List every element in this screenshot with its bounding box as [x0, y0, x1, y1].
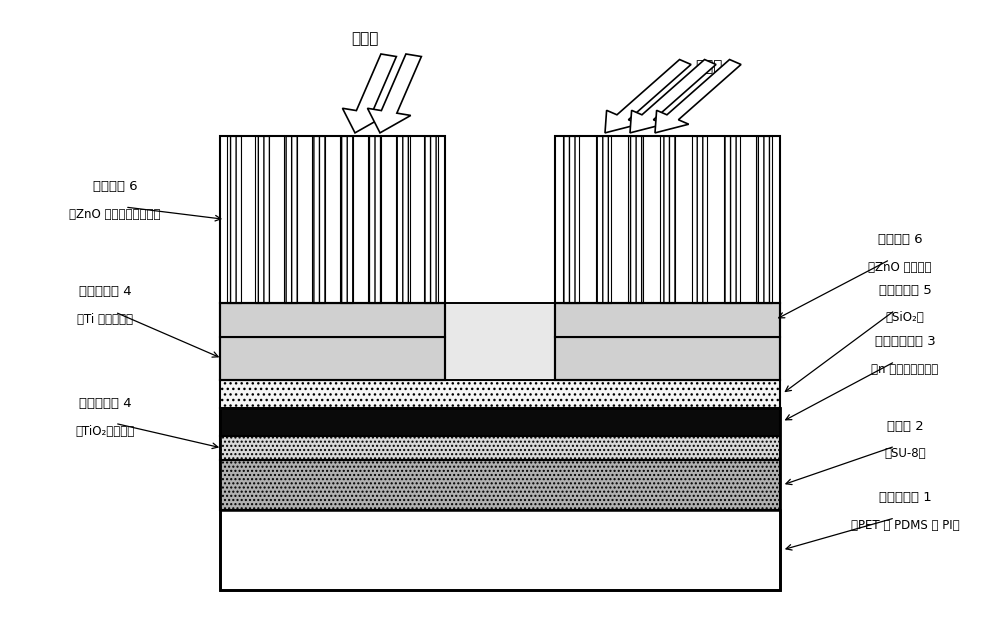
- Text: （Ti 金属电极）: （Ti 金属电极）: [77, 313, 133, 326]
- Bar: [340, 136, 353, 303]
- Bar: [220, 408, 780, 436]
- Bar: [596, 136, 611, 303]
- Bar: [220, 380, 780, 408]
- Polygon shape: [342, 54, 396, 133]
- Text: （SU-8）: （SU-8）: [884, 447, 926, 460]
- Bar: [555, 337, 780, 380]
- Bar: [396, 136, 410, 303]
- Text: 光减反层 6: 光减反层 6: [93, 180, 137, 193]
- Bar: [312, 136, 325, 303]
- Text: （PET 或 PDMS 或 PI）: （PET 或 PDMS 或 PI）: [851, 519, 959, 532]
- Bar: [220, 136, 445, 303]
- Bar: [220, 303, 445, 380]
- Bar: [220, 408, 780, 590]
- Bar: [445, 303, 555, 380]
- Bar: [368, 136, 381, 303]
- Bar: [227, 136, 241, 303]
- Text: 钝化保护层 5: 钝化保护层 5: [879, 284, 931, 297]
- Bar: [424, 136, 438, 303]
- Bar: [284, 136, 297, 303]
- Bar: [445, 337, 555, 380]
- Text: （TiO₂插入层）: （TiO₂插入层）: [75, 425, 135, 438]
- Bar: [756, 136, 772, 303]
- Text: 硅薄膜活性层 3: 硅薄膜活性层 3: [875, 335, 935, 348]
- Text: （n 型单晶薄膜硅）: （n 型单晶薄膜硅）: [871, 363, 939, 376]
- Text: 入射光: 入射光: [351, 32, 379, 46]
- Text: 欧姆接触层 4: 欧姆接触层 4: [79, 286, 131, 298]
- Text: （ZnO 纳米圆柱线阵列）: （ZnO 纳米圆柱线阵列）: [69, 208, 161, 221]
- Text: （SiO₂）: （SiO₂）: [886, 311, 924, 324]
- Bar: [220, 460, 780, 510]
- Polygon shape: [605, 59, 691, 133]
- Bar: [555, 303, 780, 337]
- Bar: [555, 303, 780, 380]
- Bar: [724, 136, 740, 303]
- Text: 柔性衬底层 1: 柔性衬底层 1: [879, 491, 931, 504]
- Bar: [220, 303, 445, 337]
- Bar: [555, 136, 780, 303]
- Bar: [445, 303, 555, 380]
- Text: 入射光: 入射光: [695, 59, 722, 74]
- Bar: [220, 136, 445, 303]
- Text: 光减反层 6: 光减反层 6: [878, 233, 922, 246]
- Bar: [220, 337, 445, 380]
- Bar: [563, 136, 579, 303]
- Bar: [660, 136, 675, 303]
- Bar: [255, 136, 269, 303]
- Polygon shape: [630, 59, 716, 133]
- Text: 欧姆接触层 4: 欧姆接触层 4: [79, 397, 131, 410]
- Text: 粘合层 2: 粘合层 2: [887, 420, 923, 433]
- Bar: [555, 136, 780, 303]
- Bar: [220, 436, 780, 460]
- Polygon shape: [655, 59, 741, 133]
- Bar: [220, 510, 780, 590]
- Bar: [628, 136, 643, 303]
- Bar: [692, 136, 707, 303]
- Text: （ZnO 种子层）: （ZnO 种子层）: [868, 261, 932, 274]
- Polygon shape: [367, 54, 421, 133]
